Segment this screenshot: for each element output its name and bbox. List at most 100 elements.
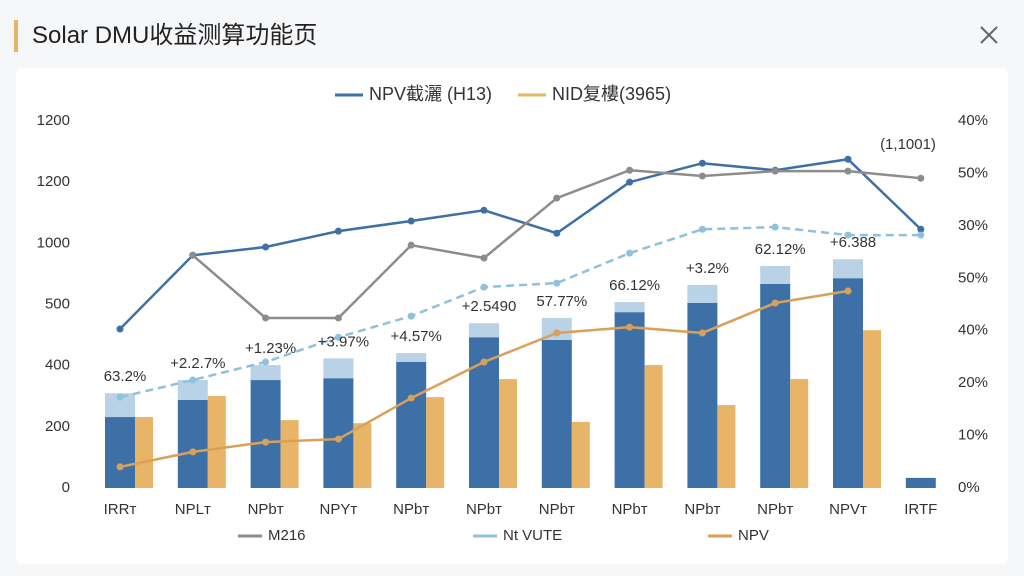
bar-segment [105,393,135,418]
annotation: +3.2% [686,260,729,277]
x-tick-label: IRTF [904,501,937,518]
y2-tick-label: 50% [958,164,988,181]
bar-segment [614,302,645,313]
annotation: +4.57% [391,328,442,345]
line-point [116,463,124,471]
bar [614,312,645,488]
legend-label: NPV [738,527,769,544]
legend-label: M216 [268,527,306,544]
line-point [698,172,706,180]
bar-segment [760,265,791,285]
bar-segment [396,353,427,362]
line-point [262,243,270,251]
bar [541,339,572,488]
y2-tick-label: 50% [958,269,988,286]
line-point [917,174,925,182]
line-point [189,376,197,384]
annotation: 66.12% [609,277,660,294]
line-point [626,178,634,186]
x-tick-label: NPbт [539,501,575,518]
page-title: Solar DMU收益测算功能页 [14,20,317,52]
bar [250,380,281,488]
y-tick-label: 1000 [37,234,70,251]
bar-segment [687,284,718,303]
bar [396,361,427,488]
line-point [626,166,634,174]
x-tick-label: NPbт [612,501,648,518]
x-tick-label: NPbт [684,501,720,518]
legend-label: NID复樓(3965) [552,84,671,104]
bar-segment [469,323,499,338]
y-tick-label: 1200 [37,112,70,129]
peak-label: (1,1001) [880,136,936,153]
line-point [917,231,925,239]
line-point [262,314,270,322]
line-point [480,283,488,291]
line-point [698,159,706,167]
legend-label: Nt VUTE [503,527,562,544]
bar [353,423,372,488]
bar [105,417,135,488]
line-point [553,229,561,237]
annotation: 63.2% [104,368,147,385]
line-point [262,438,270,446]
x-tick-label: NPbт [466,501,502,518]
bar [905,477,936,488]
line [119,157,922,330]
line-point [844,155,852,163]
line-point [189,448,197,456]
line-point [698,329,706,337]
line-point [262,358,270,366]
line-point [771,223,779,231]
y2-tick-label: 10% [958,427,988,444]
line-point [626,249,634,257]
line-point [844,287,852,295]
bar [644,365,663,488]
bar [717,405,736,488]
bar [426,397,445,488]
line-point [844,167,852,175]
y2-tick-label: 30% [958,217,988,234]
line-point [917,225,925,233]
line-point [553,279,561,287]
line-point [189,251,197,259]
line-point [480,358,488,366]
x-tick-label: NPbт [248,501,284,518]
line-point [116,393,124,401]
bar [135,417,153,488]
line-point [771,299,779,307]
x-tick-label: NPLт [175,501,211,518]
x-tick-label: NPbт [393,501,429,518]
line-point [407,394,415,402]
x-tick-label: NPVт [829,501,867,518]
bar-segment [177,380,208,400]
line-point [334,314,342,322]
annotation: +1.23% [245,340,296,357]
y-tick-label: 400 [45,357,70,374]
line-point [334,333,342,341]
close-button[interactable] [976,22,1002,48]
y2-tick-label: 0% [958,479,980,496]
y2-tick-label: 40% [958,112,988,129]
bar [833,278,863,488]
annotation: 62.12% [755,241,806,258]
bar [177,399,208,488]
bar-segment [250,365,281,381]
bar-segment [323,358,354,379]
line-point [698,225,706,233]
bar [790,379,809,488]
y2-tick-label: 40% [958,322,988,339]
line-point [334,435,342,443]
bar [760,284,791,488]
y-tick-label: 500 [45,295,70,312]
line-point [553,194,561,202]
y2-tick-label: 20% [958,374,988,391]
line-point [116,325,124,333]
line [119,225,921,399]
line-point [626,323,634,331]
bar-segment [833,259,863,279]
line-point [771,167,779,175]
bar-segment [541,317,572,340]
